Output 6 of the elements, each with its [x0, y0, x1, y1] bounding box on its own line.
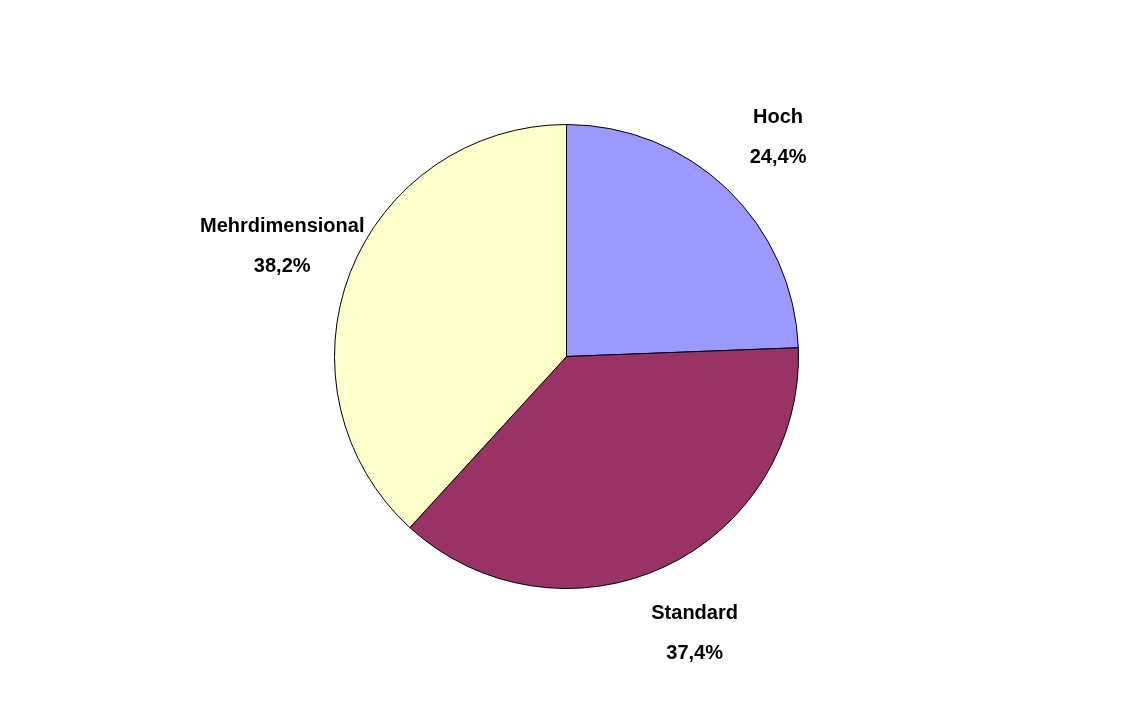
data-label: 24,4%: [749, 144, 807, 167]
data-label: 38,2%: [253, 254, 311, 277]
slice-label: Standard: [651, 601, 738, 624]
slice-label: Hoch: [753, 104, 804, 127]
slice-label: Mehrdimensional: [199, 214, 365, 237]
data-label: 37,4%: [666, 641, 724, 664]
